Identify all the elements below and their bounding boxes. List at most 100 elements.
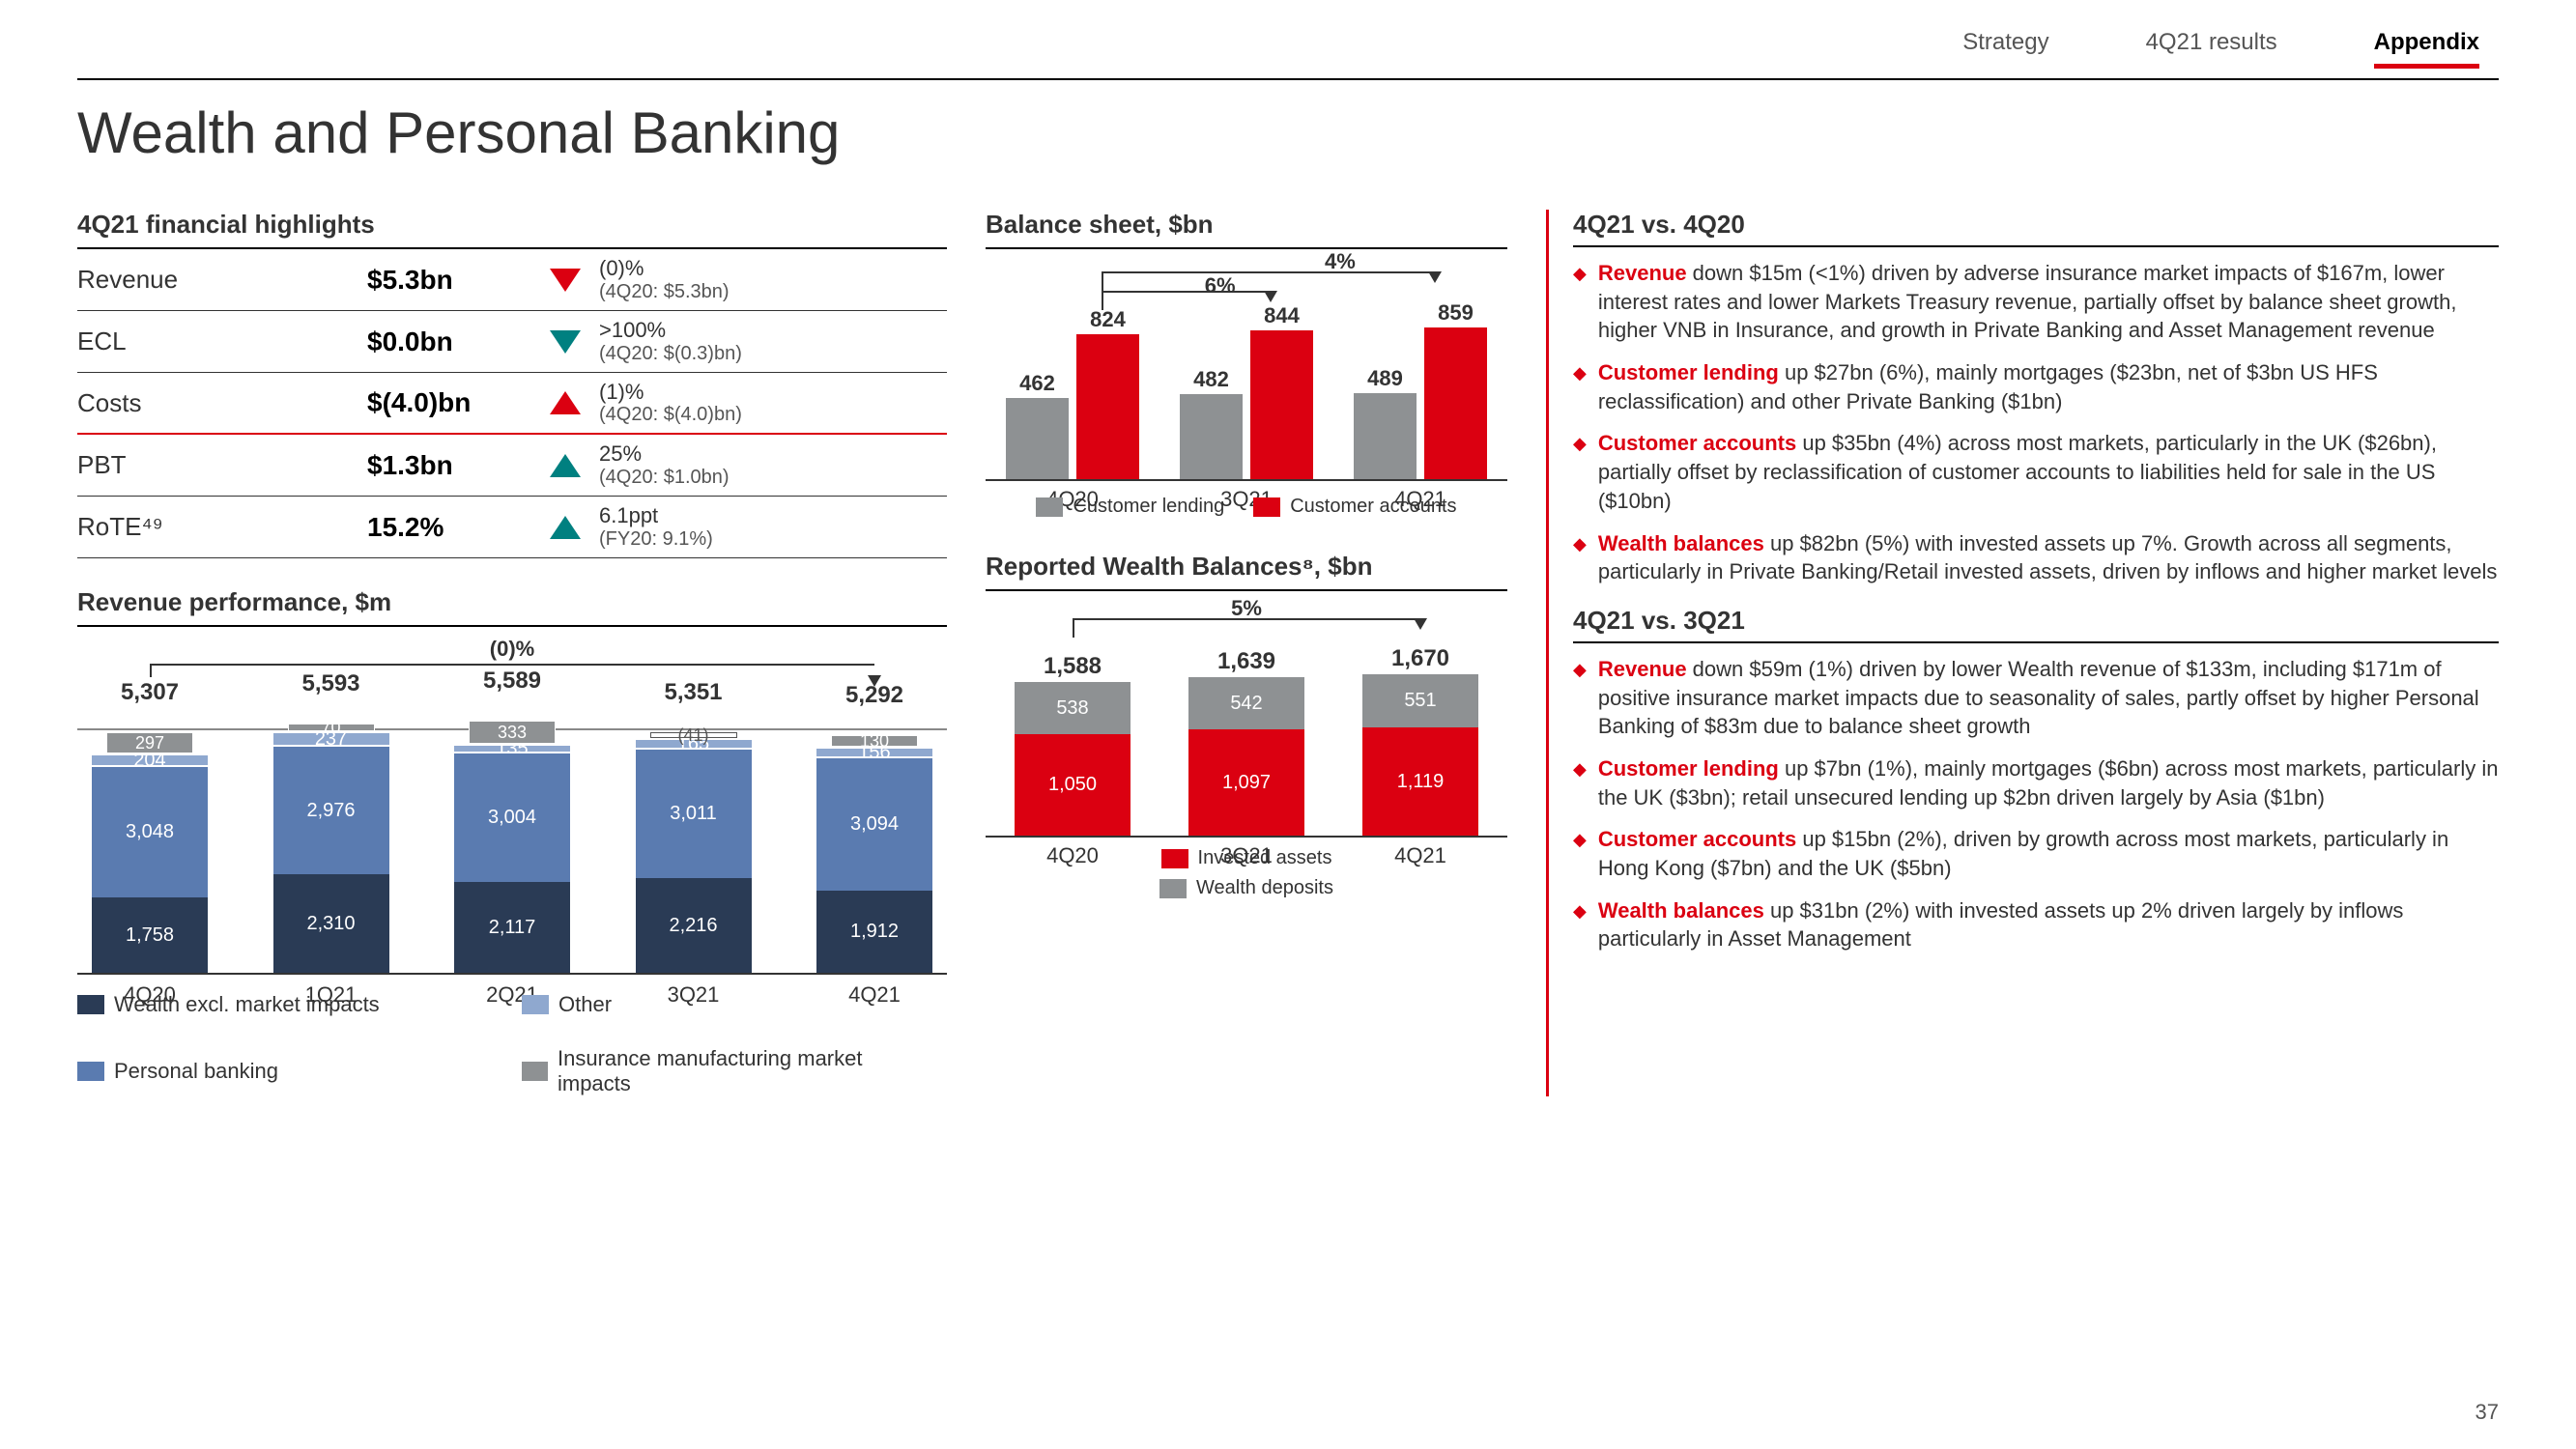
segment-personal: 3,094 xyxy=(816,758,932,891)
bullet-text: down $59m (1%) driven by lower Wealth re… xyxy=(1598,657,2479,738)
segment-wealth: 2,117 xyxy=(454,882,570,973)
arrow-icon xyxy=(531,516,599,539)
nav-results[interactable]: 4Q21 results xyxy=(2146,29,2277,69)
segment-insurance: (41) xyxy=(650,732,737,738)
nav-appendix[interactable]: Appendix xyxy=(2374,29,2479,69)
highlights-title: 4Q21 financial highlights xyxy=(77,210,947,249)
wb-bar: 1,639 542 1,097 xyxy=(1184,677,1309,836)
highlight-label: Costs xyxy=(77,388,367,418)
segment-insurance: 297 xyxy=(106,732,193,753)
legend-item: Customer lending xyxy=(1036,496,1224,518)
legend-swatch xyxy=(77,995,104,1014)
bullet-item: Customer lending up $7bn (1%), mainly mo… xyxy=(1573,754,2499,811)
highlight-value: $1.3bn xyxy=(367,450,531,481)
highlight-value: $5.3bn xyxy=(367,265,531,296)
legend-swatch xyxy=(1253,497,1280,517)
top-nav: Strategy 4Q21 results Appendix xyxy=(77,29,2499,69)
wealth-balances-title: Reported Wealth Balances⁸, $bn xyxy=(986,552,1507,591)
bullet-lead: Revenue xyxy=(1598,657,1687,681)
highlight-value: $(4.0)bn xyxy=(367,387,531,418)
bar-total: 1,670 xyxy=(1358,645,1483,672)
bar-total: 5,292 xyxy=(845,682,903,709)
legend-label: Invested assets xyxy=(1198,847,1332,869)
highlight-value: 15.2% xyxy=(367,512,531,543)
bar-total: 1,639 xyxy=(1184,648,1309,675)
segment-deposits: 551 xyxy=(1362,674,1478,727)
mid-column: Balance sheet, $bn 4% 6% 462 824 482 844… xyxy=(986,210,1507,1096)
bullet-item: Revenue down $15m (<1%) driven by advers… xyxy=(1573,259,2499,345)
segment-personal: 3,004 xyxy=(454,753,570,882)
category-label: 4Q21 xyxy=(1394,843,1446,868)
highlight-notes: 25%(4Q20: $1.0bn) xyxy=(599,441,947,488)
revperf-bar: 5,593 70 237 2,976 2,310 xyxy=(259,680,404,973)
bar-total: 5,593 xyxy=(301,670,359,697)
highlights-table: Revenue $5.3bn (0)%(4Q20: $5.3bn) ECL $0… xyxy=(77,249,947,558)
wb-bar: 1,588 538 1,050 xyxy=(1010,682,1135,836)
bar-accounts: 859 xyxy=(1424,327,1487,479)
top-rule xyxy=(77,78,2499,80)
revperf-bracket-label: (0)% xyxy=(490,637,534,662)
page-number: 37 xyxy=(2476,1400,2499,1425)
segment-deposits: 542 xyxy=(1188,677,1304,729)
category-label: 4Q20 xyxy=(1046,843,1099,868)
highlight-notes: 6.1ppt(FY20: 9.1%) xyxy=(599,503,947,550)
bullet-lead: Customer accounts xyxy=(1598,827,1796,851)
legend-label: Other xyxy=(558,992,612,1017)
bs-bracket-4pct: 4% xyxy=(1325,249,1356,274)
highlight-row: ECL $0.0bn >100%(4Q20: $(0.3)bn) xyxy=(77,311,947,373)
legend-label: Wealth deposits xyxy=(1196,877,1333,899)
segment-insurance: 130 xyxy=(831,735,918,747)
legend-item: Invested assets xyxy=(1161,847,1332,869)
legend-swatch xyxy=(77,1062,104,1081)
bullet-lead: Wealth balances xyxy=(1598,898,1764,923)
commentary-list-1: Revenue down $15m (<1%) driven by advers… xyxy=(1573,259,2499,586)
nav-strategy[interactable]: Strategy xyxy=(1962,29,2048,69)
segment-invested: 1,119 xyxy=(1362,727,1478,836)
highlight-notes: (1)%(4Q20: $(4.0)bn) xyxy=(599,380,947,426)
bar-lending: 482 xyxy=(1180,394,1243,479)
highlight-label: RoTE⁴⁹ xyxy=(77,512,367,542)
segment-wealth: 1,912 xyxy=(816,891,932,973)
legend-label: Customer accounts xyxy=(1290,496,1456,518)
bs-group: 482 844 xyxy=(1180,330,1313,479)
segment-personal: 3,048 xyxy=(92,767,208,897)
right-column: 4Q21 vs. 4Q20 Revenue down $15m (<1%) dr… xyxy=(1546,210,2499,1096)
commentary-list-2: Revenue down $59m (1%) driven by lower W… xyxy=(1573,655,2499,953)
bullet-lead: Revenue xyxy=(1598,261,1687,285)
segment-invested: 1,050 xyxy=(1015,734,1131,836)
arrow-icon xyxy=(531,330,599,354)
bar-accounts: 844 xyxy=(1250,330,1313,479)
legend-swatch xyxy=(522,1062,548,1081)
page-title: Wealth and Personal Banking xyxy=(77,99,2499,166)
arrow-icon xyxy=(531,269,599,292)
revperf-title: Revenue performance, $m xyxy=(77,587,947,627)
legend-item: Wealth deposits xyxy=(1159,877,1333,899)
segment-other: 204 xyxy=(92,753,208,767)
segment-wealth: 2,216 xyxy=(636,878,752,973)
highlight-label: PBT xyxy=(77,450,367,480)
highlight-row: Revenue $5.3bn (0)%(4Q20: $5.3bn) xyxy=(77,249,947,311)
bar-accounts: 824 xyxy=(1076,334,1139,479)
wealth-balances-chart: 5% 1,588 538 1,050 1,639 542 1,097 1,670… xyxy=(986,601,1507,838)
highlight-row: RoTE⁴⁹ 15.2% 6.1ppt(FY20: 9.1%) xyxy=(77,497,947,558)
bullet-item: Wealth balances up $31bn (2%) with inves… xyxy=(1573,896,2499,953)
legend-label: Wealth excl. market impacts xyxy=(114,992,380,1017)
revperf-legend: Wealth excl. market impacts Other Personal… xyxy=(77,992,947,1096)
bs-bracket-6pct: 6% xyxy=(1205,273,1236,298)
commentary-title-1: 4Q21 vs. 4Q20 xyxy=(1573,210,2499,247)
legend-swatch xyxy=(1161,849,1188,868)
bullet-item: Customer lending up $27bn (6%), mainly m… xyxy=(1573,358,2499,415)
legend-item: Personal banking xyxy=(77,1046,483,1096)
legend-item: Wealth excl. market impacts xyxy=(77,992,483,1017)
left-column: 4Q21 financial highlights Revenue $5.3bn… xyxy=(77,210,947,1096)
segment-insurance: 70 xyxy=(288,724,375,731)
bullet-item: Wealth balances up $82bn (5%) with inves… xyxy=(1573,529,2499,586)
segment-personal: 3,011 xyxy=(636,750,752,878)
bullet-item: Customer accounts up $35bn (4%) across m… xyxy=(1573,429,2499,515)
bar-lending: 489 xyxy=(1354,393,1417,479)
legend-swatch xyxy=(522,995,549,1014)
arrow-icon xyxy=(531,391,599,414)
bar-total: 5,589 xyxy=(483,668,541,695)
revenue-performance-chart: (0)% 5,307 297 204 3,048 1,758 5,593 70 … xyxy=(77,637,947,975)
revperf-bar: 5,589 333 135 3,004 2,117 xyxy=(440,677,585,973)
